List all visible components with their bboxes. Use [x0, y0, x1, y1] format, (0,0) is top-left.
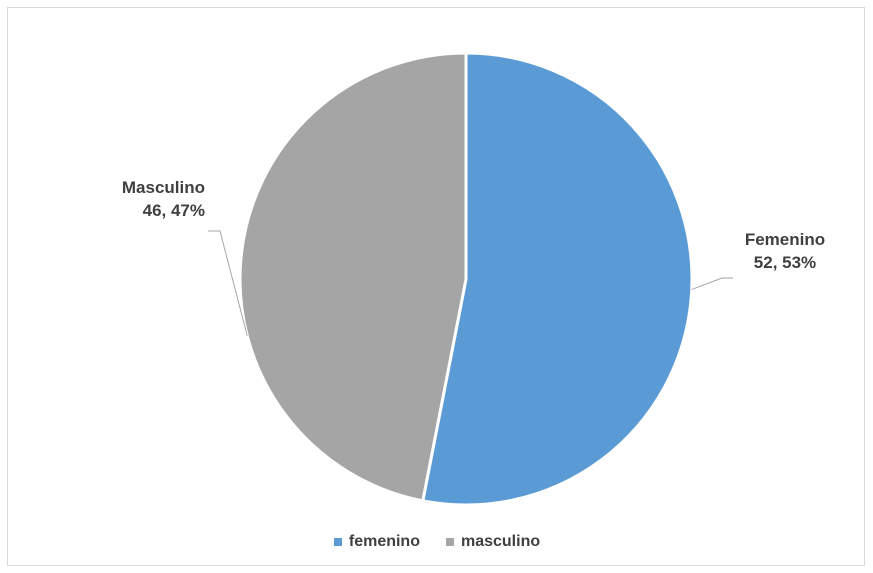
- legend-item-femenino: femenino: [333, 533, 420, 551]
- pie-slice-masculino: [238, 51, 468, 503]
- pie-chart: [208, 51, 733, 507]
- legend-label-femenino: femenino: [348, 533, 420, 550]
- legend-label-masculino: masculino: [460, 533, 541, 550]
- data-label-masculino-value: 46, 47%: [142, 201, 205, 220]
- legend-swatch-femenino: [333, 538, 342, 546]
- legend-item-masculino: masculino: [445, 533, 541, 551]
- leader-line-femenino: [691, 277, 733, 290]
- data-label-femenino-value: 52, 53%: [753, 253, 817, 272]
- legend-swatch-masculino: [445, 538, 454, 546]
- chart-area: Femenino 52, 53% Masculino 46, 47% femen…: [7, 7, 865, 566]
- leader-line-masculino: [208, 230, 248, 336]
- data-label-femenino-name: Femenino: [744, 230, 826, 249]
- chart-legend: femenino masculino: [8, 533, 866, 551]
- data-label-femenino: Femenino 52, 53%: [730, 228, 840, 274]
- data-label-masculino-name: Masculino: [121, 178, 205, 197]
- data-label-masculino: Masculino 46, 47%: [90, 176, 205, 222]
- pie-slice-femenino: [421, 51, 694, 507]
